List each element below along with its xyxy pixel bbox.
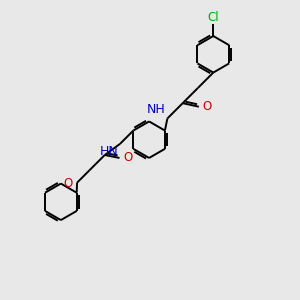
Text: Cl: Cl xyxy=(208,11,219,24)
Text: NH: NH xyxy=(146,103,165,116)
Text: O: O xyxy=(203,100,212,113)
Text: O: O xyxy=(64,177,73,190)
Text: O: O xyxy=(123,152,133,164)
Text: HN: HN xyxy=(100,145,118,158)
